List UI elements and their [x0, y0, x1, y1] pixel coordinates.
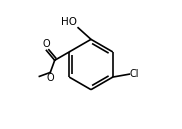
Text: HO: HO — [62, 17, 78, 27]
Text: O: O — [46, 73, 54, 83]
Text: O: O — [43, 39, 50, 49]
Text: Cl: Cl — [130, 69, 139, 79]
